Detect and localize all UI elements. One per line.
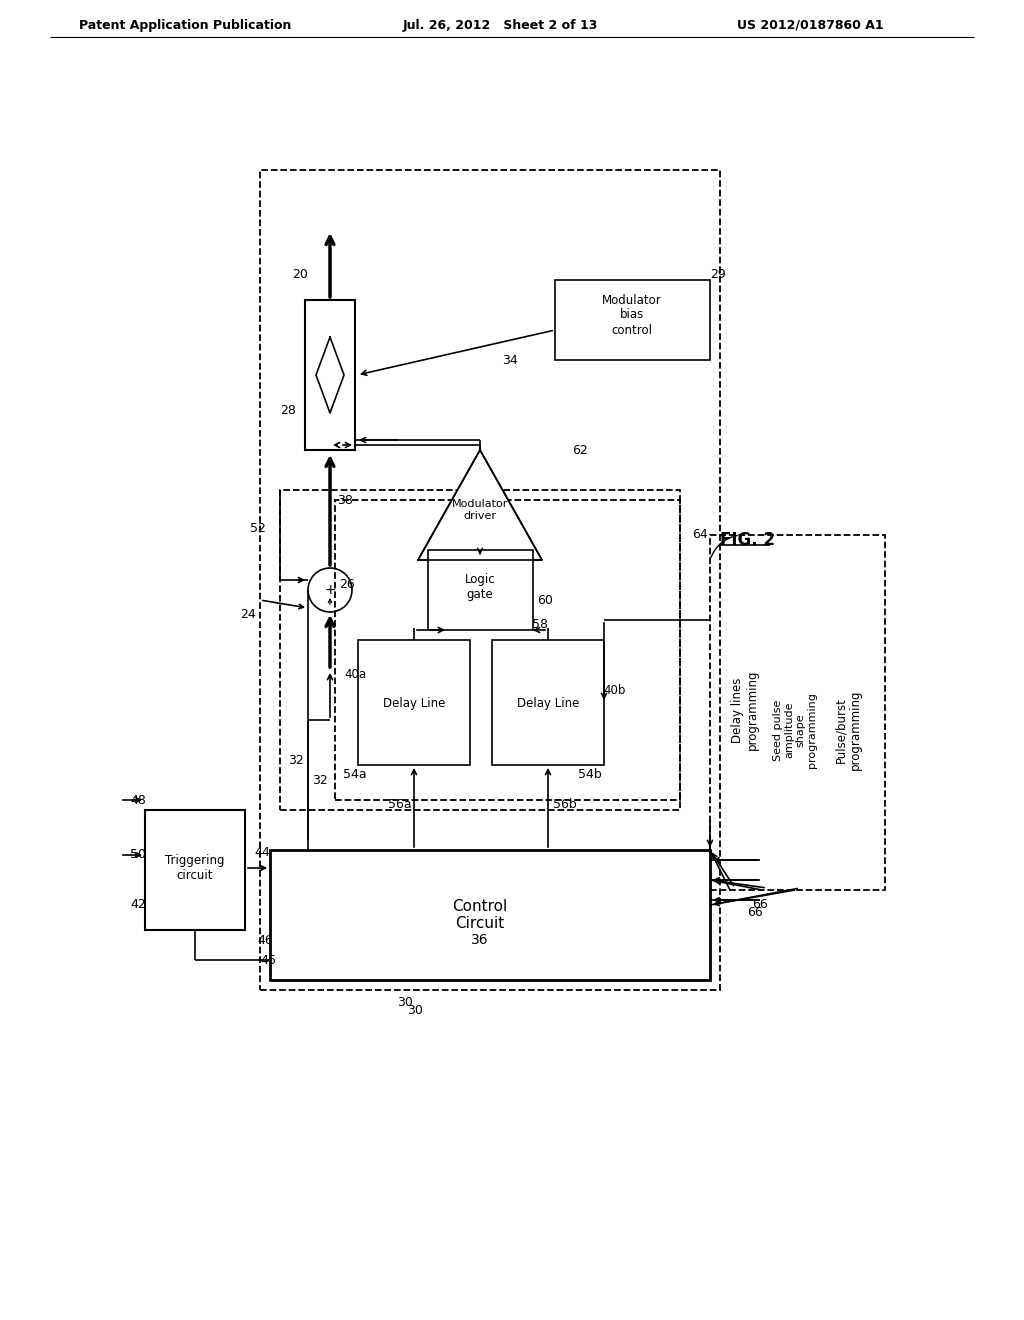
- Text: 48: 48: [130, 793, 146, 807]
- FancyBboxPatch shape: [305, 300, 355, 450]
- FancyBboxPatch shape: [358, 640, 470, 766]
- Text: 50: 50: [130, 849, 146, 862]
- FancyBboxPatch shape: [428, 550, 534, 630]
- Text: 66: 66: [752, 899, 768, 912]
- Text: 29: 29: [710, 268, 726, 281]
- Text: Patent Application Publication: Patent Application Publication: [79, 18, 291, 32]
- Text: +: +: [325, 583, 336, 597]
- Text: Delay Line: Delay Line: [383, 697, 445, 710]
- Text: FIG. 2: FIG. 2: [720, 531, 775, 549]
- Text: 40b: 40b: [604, 684, 627, 697]
- FancyBboxPatch shape: [270, 850, 710, 979]
- Text: 58: 58: [532, 619, 548, 631]
- FancyBboxPatch shape: [145, 810, 245, 931]
- Text: 44: 44: [254, 846, 270, 859]
- Text: 66: 66: [748, 906, 763, 919]
- Text: Control
Circuit: Control Circuit: [453, 899, 508, 931]
- Text: 30: 30: [397, 995, 413, 1008]
- Text: 32: 32: [288, 754, 304, 767]
- Text: 60: 60: [537, 594, 553, 606]
- Text: US 2012/0187860 A1: US 2012/0187860 A1: [736, 18, 884, 32]
- Text: 30: 30: [408, 1003, 423, 1016]
- Polygon shape: [418, 450, 542, 560]
- Text: Modulator
driver: Modulator driver: [452, 499, 508, 521]
- FancyBboxPatch shape: [555, 280, 710, 360]
- Text: Seed pulse
amplitude
shape
programming: Seed pulse amplitude shape programming: [772, 692, 817, 768]
- Text: Pulse/burst
programming: Pulse/burst programming: [834, 690, 862, 771]
- Text: 28: 28: [280, 404, 296, 417]
- Text: 36: 36: [471, 933, 488, 946]
- FancyBboxPatch shape: [492, 640, 604, 766]
- Text: 20: 20: [292, 268, 308, 281]
- Text: 54a: 54a: [343, 768, 367, 781]
- Text: 56b: 56b: [553, 799, 577, 812]
- Text: 24: 24: [240, 609, 256, 622]
- Text: 40a: 40a: [344, 668, 366, 681]
- Text: Jul. 26, 2012   Sheet 2 of 13: Jul. 26, 2012 Sheet 2 of 13: [402, 18, 598, 32]
- Text: 34: 34: [502, 354, 518, 367]
- Text: 62: 62: [572, 444, 588, 457]
- Text: Delay Line: Delay Line: [517, 697, 580, 710]
- Text: 26: 26: [339, 578, 355, 591]
- Text: 54b: 54b: [579, 768, 602, 781]
- Text: 46: 46: [257, 933, 272, 946]
- Text: Triggering
circuit: Triggering circuit: [165, 854, 224, 882]
- Text: 56a: 56a: [388, 799, 412, 812]
- Text: 32: 32: [312, 774, 328, 787]
- Text: Delay lines
programming: Delay lines programming: [731, 669, 759, 750]
- Text: 52: 52: [250, 521, 266, 535]
- Text: 64: 64: [692, 528, 708, 541]
- Text: 46: 46: [260, 953, 275, 966]
- Text: Logic
gate: Logic gate: [465, 573, 496, 601]
- Text: 38: 38: [337, 494, 353, 507]
- Text: Modulator
bias
control: Modulator bias control: [602, 293, 662, 337]
- Text: 42: 42: [130, 899, 145, 912]
